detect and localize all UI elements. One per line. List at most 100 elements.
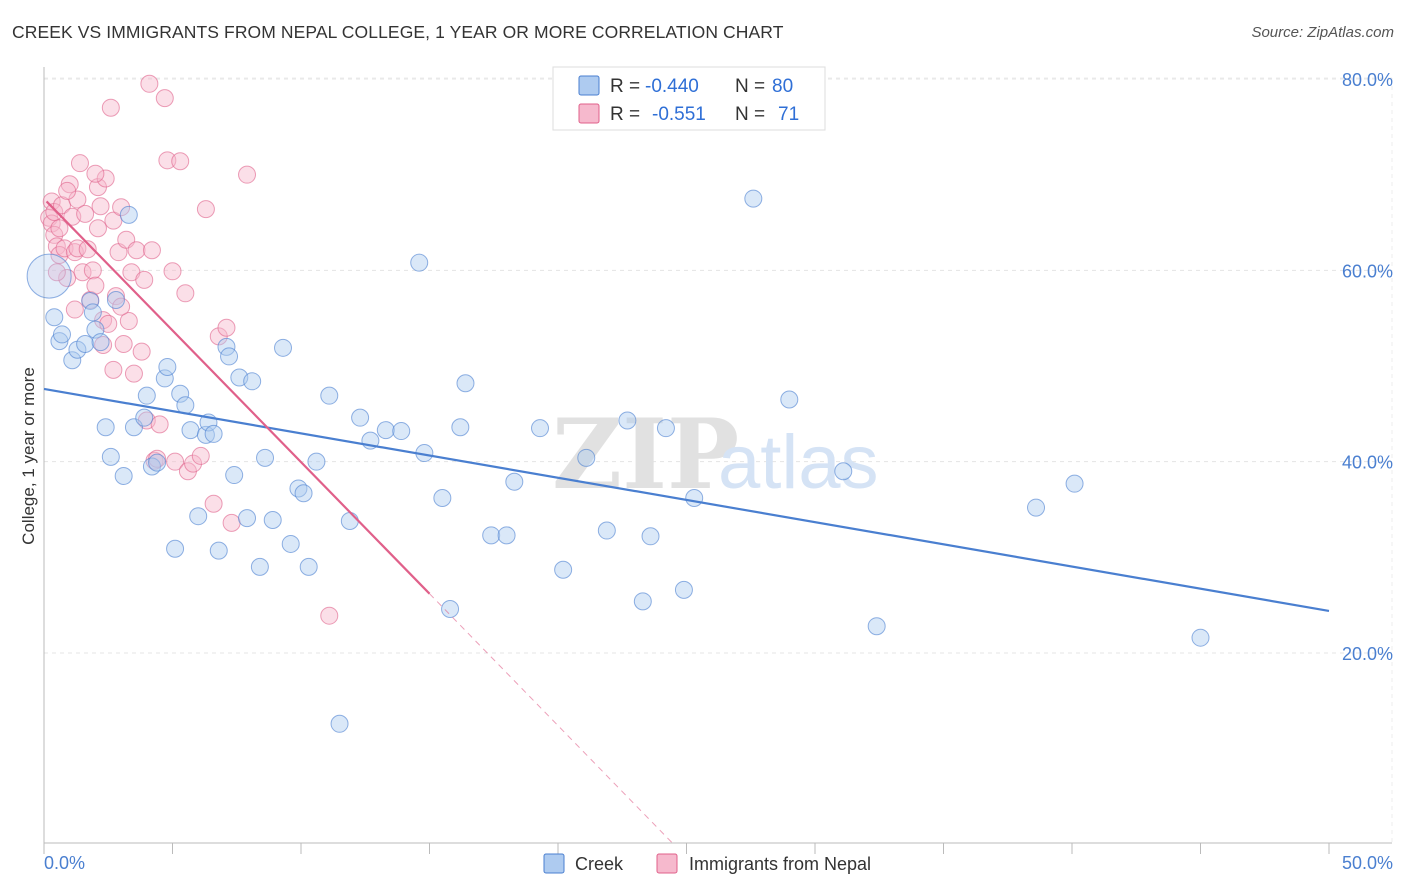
stats-legend: R = -0.440 N = 80 R = -0.551 N = 71: [552, 66, 826, 131]
creek-point: [351, 408, 370, 427]
series-legend: Creek Immigrants from Nepal: [543, 853, 871, 874]
nepal-point: [70, 154, 89, 173]
creek-point: [204, 424, 223, 443]
legend-nepal-n-value: 71: [778, 104, 799, 125]
creek-point: [656, 419, 675, 438]
watermark-atlas: atlas: [718, 420, 879, 505]
creek-point: [26, 253, 72, 299]
bottom-legend-creek-swatch: [543, 853, 565, 874]
y-tick-label: 80.0%: [1342, 70, 1393, 90]
nepal-point: [204, 494, 223, 513]
creek-point: [554, 560, 573, 579]
nepal-point: [47, 263, 66, 282]
x-tick-labels: 0.0% 50.0%: [44, 853, 1393, 873]
creek-point: [294, 484, 313, 503]
creek-point: [1027, 498, 1046, 517]
nepal-point: [135, 270, 154, 289]
creek-point: [225, 466, 244, 485]
nepal-point: [132, 342, 151, 361]
creek-point: [1065, 474, 1084, 493]
creek-point: [63, 351, 82, 370]
nepal-point: [65, 300, 84, 319]
legend-nepal-r-value: -0.551: [652, 104, 706, 125]
creek-point: [340, 511, 359, 530]
legend-creek-n-label: N =: [735, 76, 765, 97]
creek-point: [155, 369, 174, 388]
creek-point: [243, 372, 262, 391]
nepal-point: [140, 74, 159, 93]
x-tick-label: 0.0%: [44, 853, 85, 873]
nepal-point: [166, 452, 185, 471]
nepal-point: [142, 241, 161, 260]
creek-point: [83, 303, 102, 322]
legend-creek-n-value: 80: [772, 76, 793, 97]
creek-point: [577, 448, 596, 467]
nepal-point: [127, 241, 146, 260]
creek-point: [330, 714, 349, 733]
legend-nepal-n-label: N =: [735, 104, 765, 125]
legend-nepal-swatch: [578, 103, 600, 124]
nepal-point: [150, 415, 169, 434]
nepal-point: [58, 181, 77, 200]
creek-point: [238, 509, 257, 528]
creek-point: [320, 386, 339, 405]
bottom-legend-nepal-swatch: [656, 853, 678, 874]
nepal-point: [217, 318, 236, 337]
creek-trend-line: [43, 387, 1330, 612]
creek-point: [96, 418, 115, 437]
creek-point: [1191, 628, 1210, 647]
nepal-point: [55, 239, 74, 258]
creek-point: [101, 447, 120, 466]
creek-point: [176, 396, 195, 415]
chart-title: CREEK VS IMMIGRANTS FROM NEPAL COLLEGE, …: [12, 22, 784, 42]
nepal-point: [83, 261, 102, 280]
creek-point: [81, 291, 100, 310]
nepal-point: [94, 335, 113, 354]
creek-point: [166, 539, 185, 558]
nepal-point: [91, 197, 110, 216]
nepal-point: [196, 200, 215, 219]
creek-point: [441, 599, 460, 618]
nepal-trend-line: [45, 200, 431, 595]
nepal-point: [50, 219, 69, 238]
nepal-point: [176, 284, 195, 303]
nepal-point: [78, 240, 97, 259]
creek-point: [148, 453, 167, 472]
creek-point: [433, 489, 452, 508]
creek-point: [189, 507, 208, 526]
bottom-legend-nepal-label: Immigrants from Nepal: [689, 854, 871, 874]
legend-creek-r-value: -0.440: [645, 76, 699, 97]
y-tick-label: 40.0%: [1342, 453, 1393, 473]
creek-point: [531, 419, 550, 438]
creek-point: [451, 418, 470, 437]
creek-point: [482, 526, 501, 545]
creek-point: [456, 374, 475, 393]
nepal-point: [158, 151, 177, 170]
creek-point: [137, 386, 156, 405]
nepal-point: [320, 606, 339, 625]
creek-point: [52, 325, 71, 344]
y-tick-label: 60.0%: [1342, 261, 1393, 281]
creek-point: [289, 479, 308, 498]
nepal-point: [86, 164, 105, 183]
creek-point: [281, 534, 300, 553]
creek-point: [106, 290, 125, 309]
creek-point: [256, 448, 275, 467]
creek-point: [220, 347, 239, 366]
creek-point: [91, 333, 110, 352]
creek-point: [263, 511, 282, 530]
creek-point: [158, 357, 177, 376]
nepal-point: [96, 169, 115, 188]
nepal-point: [112, 198, 131, 217]
nepal-point: [171, 152, 190, 171]
nepal-point: [119, 312, 138, 331]
nepal-point: [42, 192, 61, 211]
y-tick-label: 20.0%: [1342, 644, 1393, 664]
nepal-point: [68, 239, 87, 258]
nepal-point: [155, 89, 174, 108]
nepal-point: [76, 204, 95, 223]
creek-point: [119, 205, 138, 224]
y-tick-labels: 20.0% 40.0% 60.0% 80.0%: [1342, 70, 1393, 664]
nepal-point: [88, 219, 107, 238]
nepal-point: [184, 454, 203, 473]
